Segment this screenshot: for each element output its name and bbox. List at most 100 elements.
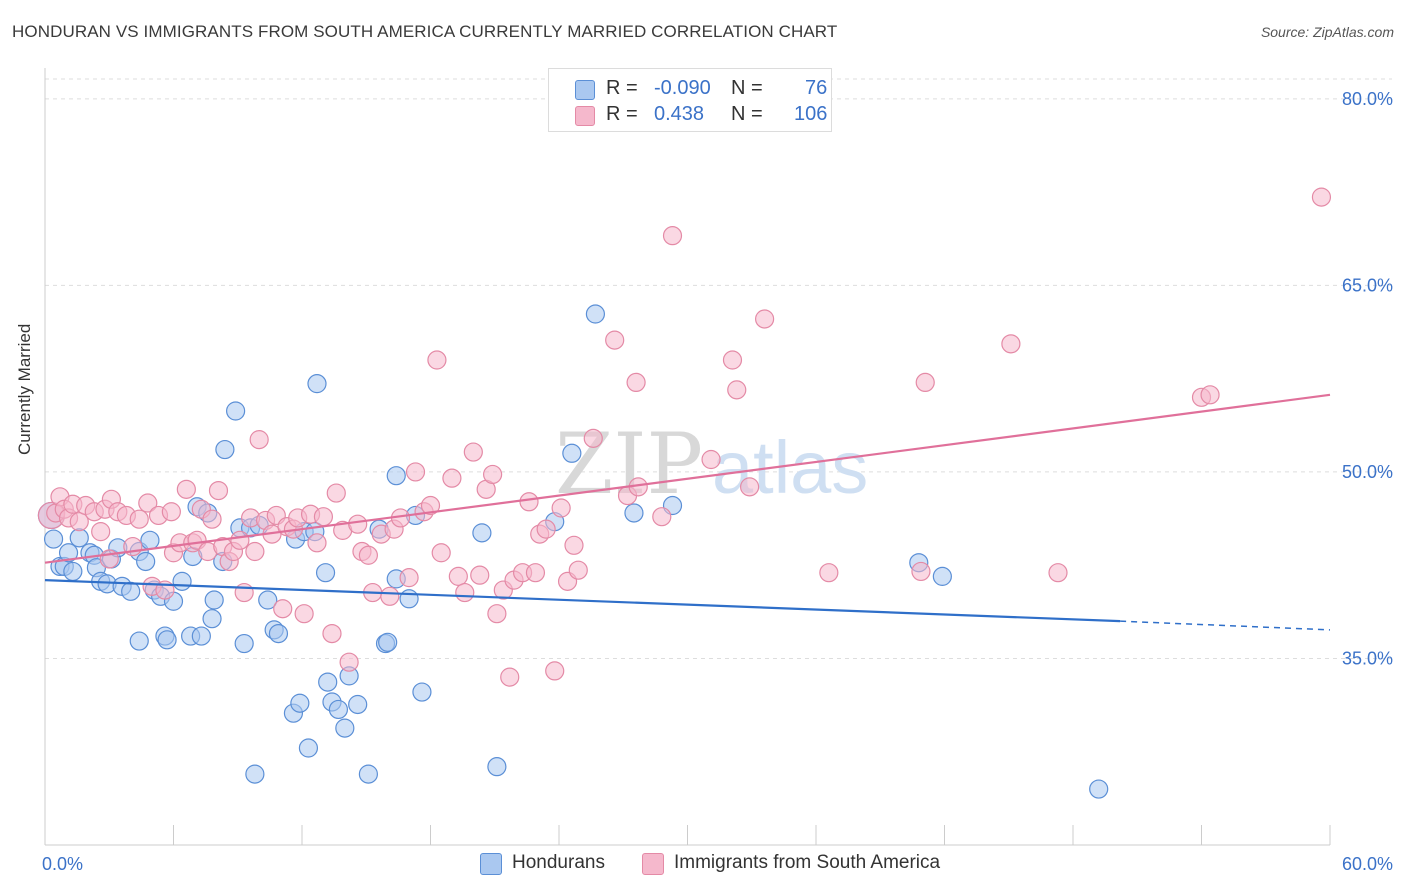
data-point: [487, 757, 507, 777]
data-point: [551, 498, 571, 518]
legend-r-label: R =: [606, 77, 638, 99]
data-point: [727, 380, 747, 400]
watermark-atlas: atlas: [712, 426, 868, 509]
data-point: [911, 561, 931, 582]
data-point: [568, 560, 588, 580]
data-point: [358, 764, 378, 784]
data-point: [1311, 187, 1332, 207]
data-point: [562, 443, 582, 463]
data-point: [722, 350, 743, 370]
y-tick-label: 35.0%: [1342, 648, 1393, 668]
data-point: [500, 667, 520, 687]
legend-r-label: R =: [606, 103, 638, 125]
x-tick-label: 0.0%: [42, 854, 83, 874]
data-point: [322, 623, 342, 644]
data-point: [226, 401, 246, 421]
data-point: [138, 493, 158, 513]
legend-r-value: 0.438: [654, 103, 705, 125]
data-point: [234, 633, 254, 654]
hondurans-points: [37, 304, 1109, 799]
grid-lines: [45, 78, 1392, 659]
data-point: [915, 372, 935, 392]
data-point: [564, 535, 584, 555]
data-point: [1200, 385, 1220, 405]
data-point: [358, 545, 378, 565]
trend-line-hondurans: [44, 579, 1121, 623]
data-point: [258, 590, 278, 610]
data-point: [245, 764, 265, 784]
data-point: [1001, 334, 1021, 354]
legend-n-label: N =: [731, 77, 763, 99]
data-point: [69, 512, 89, 532]
data-point: [208, 480, 229, 501]
tick-labels: 35.0% 50.0% 65.0% 80.0% 0.0% 60.0%: [42, 89, 1393, 874]
data-point: [626, 372, 646, 392]
data-point: [315, 563, 336, 583]
data-point: [58, 543, 79, 563]
data-point: [585, 304, 606, 324]
data-point: [202, 509, 222, 529]
data-point: [624, 503, 644, 523]
trend-line-immigrants: [44, 393, 1331, 564]
data-point: [754, 309, 775, 329]
data-point: [412, 682, 432, 702]
data-point: [69, 528, 89, 548]
data-point: [215, 439, 235, 460]
data-point: [191, 626, 211, 646]
data-point: [63, 561, 83, 582]
data-point: [420, 495, 441, 516]
chart-source: Source: ZipAtlas.com: [1260, 24, 1394, 40]
data-point: [536, 519, 556, 539]
y-tick-label: 65.0%: [1342, 275, 1393, 295]
data-point: [268, 623, 289, 644]
data-point: [140, 530, 160, 550]
data-point: [399, 589, 419, 609]
data-point: [249, 430, 269, 450]
data-point: [472, 523, 492, 543]
data-point: [290, 693, 310, 713]
data-point: [91, 522, 111, 542]
data-point: [483, 464, 503, 485]
immigrants-points: [37, 187, 1332, 687]
y-axis-label: Currently Married: [15, 323, 34, 455]
data-point: [740, 477, 760, 497]
data-point: [1089, 779, 1109, 799]
data-point: [378, 632, 398, 652]
data-point: [348, 694, 368, 715]
data-point: [519, 492, 539, 512]
data-point: [405, 462, 426, 482]
legend-n-value: 76: [805, 77, 828, 99]
data-point: [121, 581, 141, 601]
legend-swatch-blue: [575, 80, 595, 100]
axes: [44, 68, 1331, 846]
data-point: [448, 566, 468, 586]
data-point: [932, 566, 952, 586]
data-point: [294, 604, 314, 624]
data-point: [129, 509, 149, 529]
data-point: [583, 428, 603, 448]
data-point: [455, 582, 475, 603]
legend-n-value: 106: [794, 103, 828, 125]
data-point: [701, 449, 721, 470]
data-point: [525, 563, 546, 583]
y-tick-label: 50.0%: [1342, 462, 1393, 482]
data-point: [273, 599, 293, 619]
data-point: [605, 330, 625, 350]
data-point: [326, 483, 346, 503]
legend-label-immigrants: Immigrants from South America: [674, 852, 941, 873]
data-point: [172, 571, 192, 591]
trend-lines: [44, 393, 1331, 631]
data-point: [234, 582, 254, 603]
data-point: [298, 738, 319, 758]
data-point: [431, 543, 451, 563]
data-point: [399, 568, 419, 588]
legend-label-hondurans: Hondurans: [512, 852, 605, 873]
legend-swatch-pink: [575, 106, 595, 126]
data-point: [348, 514, 368, 534]
data-point: [43, 529, 64, 549]
data-point: [318, 672, 338, 692]
data-point: [335, 718, 355, 738]
data-point: [380, 586, 400, 606]
data-point: [328, 699, 349, 720]
